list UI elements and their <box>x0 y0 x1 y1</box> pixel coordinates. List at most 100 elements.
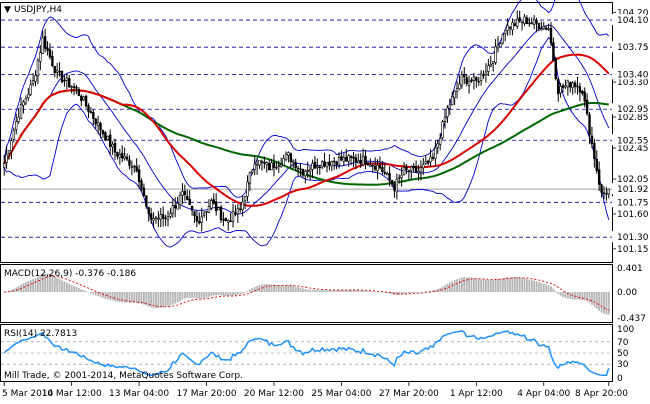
macd-histogram-bar <box>280 285 283 292</box>
macd-histogram-bar <box>460 277 463 292</box>
candle-body <box>217 207 220 211</box>
macd-histogram-bar <box>525 278 528 292</box>
candle-body <box>523 16 526 24</box>
candle-body <box>395 178 399 193</box>
candle-body <box>434 147 437 160</box>
candle-body <box>46 47 49 51</box>
candle-body <box>487 65 490 72</box>
candle-body <box>511 22 514 31</box>
candle-body <box>540 28 543 31</box>
macd-histogram-bar <box>316 290 319 292</box>
candle-body <box>554 58 558 80</box>
macd-histogram-bar <box>432 290 434 292</box>
candle-body <box>448 104 452 109</box>
price-axis-label-group: 101.60 <box>617 210 649 220</box>
macd-histogram-bar <box>143 292 145 305</box>
candle-body <box>590 135 594 145</box>
macd-histogram-bar <box>345 289 348 292</box>
candle-body <box>130 166 134 168</box>
macd-histogram-bar <box>574 292 576 300</box>
time-axis-label: 27 Mar 20:00 <box>379 389 439 399</box>
macd-histogram-bar <box>562 292 564 298</box>
candle-body <box>198 221 201 224</box>
macd-histogram-bar <box>386 292 389 294</box>
macd-histogram-bar <box>39 275 42 292</box>
macd-histogram-bar <box>34 278 37 292</box>
macd-histogram-bar <box>540 283 543 292</box>
macd-histogram-bar <box>441 286 444 292</box>
candle-body <box>80 95 83 101</box>
macd-histogram-bar <box>494 279 497 292</box>
candle-body <box>383 172 386 174</box>
macd-histogram-bar <box>354 290 357 292</box>
candle-body <box>304 171 307 177</box>
candle-body <box>214 201 218 212</box>
macd-histogram-bar <box>102 292 104 298</box>
candle-body <box>313 161 317 169</box>
macd-histogram-bar <box>422 292 425 293</box>
macd-histogram-bar <box>535 281 538 292</box>
macd-histogram-bar <box>330 290 333 292</box>
price-axis-label: 102.45 <box>617 144 649 154</box>
macd-histogram-bar <box>458 278 461 292</box>
macd-histogram-bar <box>571 292 574 300</box>
candle-body <box>248 172 252 184</box>
macd-histogram-bar <box>292 285 295 292</box>
candle-body <box>561 85 565 88</box>
candle-body <box>186 195 189 200</box>
candle-body <box>63 80 66 82</box>
macd-histogram-bar <box>446 283 449 292</box>
macd-histogram-bar <box>32 279 35 292</box>
macd-histogram-bar <box>248 289 251 292</box>
price-axis-label: 104.20 <box>617 8 649 18</box>
macd-histogram-bar <box>403 292 405 295</box>
macd-histogram-bar <box>451 281 454 292</box>
candle-body <box>381 166 384 173</box>
macd-histogram-bar <box>285 285 287 292</box>
candle-body <box>436 143 439 148</box>
candle-body <box>89 111 93 113</box>
horizontal-level-label-box <box>612 231 646 243</box>
candle-body <box>275 167 278 169</box>
candle-body <box>528 22 531 25</box>
candle-body <box>145 195 148 207</box>
macd-histogram-bar <box>424 291 427 293</box>
macd-histogram-bar <box>123 292 126 303</box>
candle-body <box>607 188 610 195</box>
macd-histogram-bar <box>77 288 80 292</box>
candle-body <box>92 112 95 119</box>
candle-body <box>195 216 199 222</box>
candle-body <box>361 155 365 166</box>
candle-body <box>152 218 155 221</box>
candle-body <box>48 49 52 58</box>
time-axis-label: 10 Mar 12:00 <box>42 389 102 399</box>
price-axis-label: 101.60 <box>617 210 649 220</box>
price-axis-label-group: 102.45 <box>617 144 649 154</box>
candle-body <box>101 130 105 135</box>
candle-body <box>241 201 244 211</box>
macd-histogram-bar <box>314 289 316 292</box>
macd-histogram-bar <box>256 285 259 292</box>
macd-histogram-bar <box>24 282 27 292</box>
macd-histogram-bar <box>90 292 92 294</box>
candle-body <box>171 205 175 214</box>
candle-body <box>410 166 413 171</box>
macd-histogram-bar <box>210 292 213 297</box>
candle-body <box>323 161 326 167</box>
macd-histogram-bar <box>15 287 18 292</box>
macd-histogram-bar <box>518 277 521 292</box>
macd-histogram-bar <box>147 292 150 307</box>
macd-histogram-bar <box>586 292 589 302</box>
macd-histogram-bar <box>162 292 165 308</box>
candle-body <box>55 69 59 73</box>
candle-body <box>176 203 179 210</box>
menu-dropdown-icon[interactable]: ▼ <box>4 5 11 15</box>
macd-histogram-bar <box>547 285 550 292</box>
macd-histogram-bar <box>578 292 581 300</box>
candle-body <box>299 168 302 170</box>
macd-histogram-bar <box>220 292 222 296</box>
macd-histogram-bar <box>333 290 336 292</box>
macd-histogram-bar <box>130 292 133 303</box>
